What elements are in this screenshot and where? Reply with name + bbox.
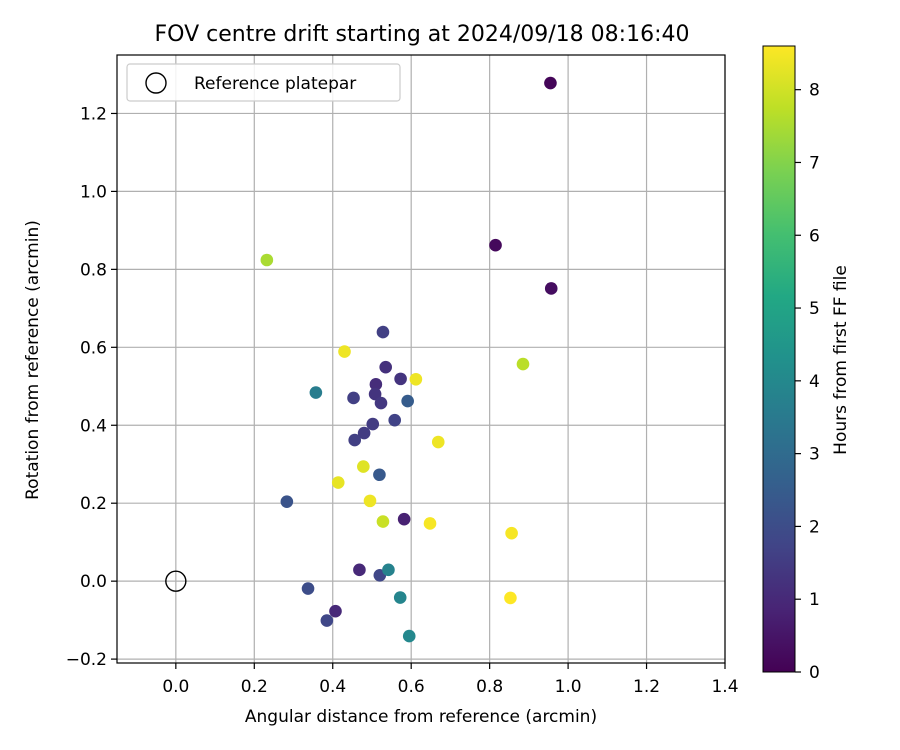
colorbar-tick-label: 1 <box>809 590 820 610</box>
colorbar-tick-label: 4 <box>809 372 820 392</box>
colorbar-label: Hours from first FF file <box>831 265 851 455</box>
data-point <box>401 394 414 408</box>
x-tick-label: 0.8 <box>476 677 503 697</box>
colorbar-tick-label: 8 <box>809 81 820 101</box>
data-point <box>544 282 558 295</box>
data-point <box>320 614 334 627</box>
data-point <box>409 372 423 386</box>
colorbar-tick-label: 0 <box>809 663 820 683</box>
grid-lines <box>117 55 726 663</box>
data-point <box>544 76 557 90</box>
x-tick-label: 1.2 <box>633 677 660 697</box>
data-point <box>347 391 360 405</box>
x-tick-label: 1.0 <box>555 677 582 697</box>
y-tick-label: 0.8 <box>80 260 107 280</box>
colorbar-tick-label: 7 <box>809 153 820 173</box>
y-tick-label: 0.6 <box>80 338 107 358</box>
data-point <box>301 582 315 595</box>
data-point <box>353 563 366 577</box>
data-point <box>363 494 377 508</box>
data-point <box>489 238 502 252</box>
data-point <box>309 386 323 399</box>
data-point <box>402 629 416 643</box>
x-tick-label: 1.4 <box>711 677 738 697</box>
data-point <box>431 435 445 449</box>
axis-ticks: 0.0 0.2 0.4 0.6 0.8 1.0 1.2 1.4 −0.2 0.0 0.2 0.4 0.6… <box>66 104 739 697</box>
data-point <box>369 378 383 391</box>
y-tick-label: 0.0 <box>80 572 107 592</box>
legend-box <box>126 63 401 102</box>
y-tick-label: 1.2 <box>80 104 107 124</box>
colorbar <box>762 45 796 673</box>
data-point <box>348 433 362 447</box>
y-tick-label: 1.0 <box>80 182 107 202</box>
data-point <box>397 512 411 526</box>
data-point <box>504 591 517 605</box>
data-point <box>379 360 392 374</box>
legend-marker-reference <box>145 72 167 94</box>
data-point <box>388 413 402 427</box>
data-point <box>357 460 370 473</box>
colorbar-tick-label: 6 <box>809 226 820 246</box>
data-point <box>423 517 437 530</box>
data-point <box>374 396 388 410</box>
x-axis-label: Angular distance from reference (arcmin) <box>245 707 597 727</box>
data-point <box>331 476 345 489</box>
data-point <box>357 426 371 440</box>
data-points <box>260 76 558 643</box>
data-point <box>366 417 380 431</box>
reference-platepar-marker <box>165 570 187 592</box>
data-point <box>393 591 407 604</box>
data-point <box>373 468 386 482</box>
data-point <box>260 253 274 267</box>
y-axis-label: Rotation from reference (arcmin) <box>23 220 43 500</box>
x-tick-label: 0.4 <box>319 677 346 697</box>
y-tick-label: 0.4 <box>80 416 107 436</box>
x-tick-label: 0.0 <box>162 677 189 697</box>
data-point <box>376 325 390 339</box>
data-point <box>394 372 407 386</box>
colorbar-tick-label: 3 <box>809 445 820 465</box>
reference-point-layer <box>165 570 187 592</box>
data-point <box>338 345 351 358</box>
data-point <box>376 515 390 528</box>
data-point <box>368 387 382 401</box>
data-point <box>516 357 530 371</box>
chart-title: FOV centre drift starting at 2024/09/18 … <box>155 22 690 47</box>
y-tick-label: 0.2 <box>80 494 107 514</box>
data-point <box>329 604 342 618</box>
data-point <box>505 526 518 540</box>
x-tick-label: 0.6 <box>398 677 425 697</box>
colorbar-ticks: 0 1 2 3 4 5 6 7 8 <box>795 81 820 683</box>
legend: Reference platepar <box>126 63 401 102</box>
colorbar-tick-label: 2 <box>809 517 820 537</box>
x-tick-label: 0.2 <box>241 677 268 697</box>
y-tick-label: −0.2 <box>66 650 107 670</box>
legend-label-reference: Reference platepar <box>194 74 356 94</box>
data-point <box>280 495 294 508</box>
plot-frame <box>116 54 726 664</box>
colorbar-tick-label: 5 <box>809 299 820 319</box>
data-point <box>382 563 395 577</box>
